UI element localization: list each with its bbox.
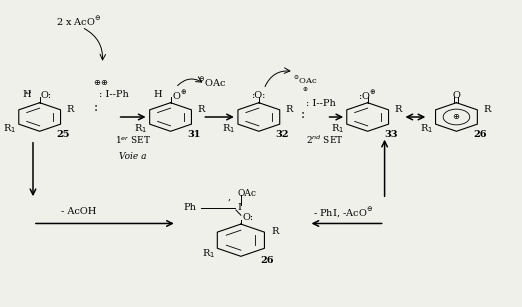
Text: 33: 33 [385, 130, 398, 139]
Text: R$_1$: R$_1$ [201, 247, 215, 259]
Text: $^{\ominus}$OAc: $^{\ominus}$OAc [197, 76, 226, 88]
Text: O$^{\oplus}$: O$^{\oplus}$ [172, 89, 187, 102]
Text: R$_1$: R$_1$ [222, 122, 235, 135]
Text: 31: 31 [187, 130, 201, 139]
Text: :: : [94, 101, 98, 114]
Text: - PhI, -AcO$^{\ominus}$: - PhI, -AcO$^{\ominus}$ [313, 205, 374, 219]
Text: 26: 26 [473, 130, 487, 139]
Text: OAc: OAc [238, 188, 256, 198]
Text: I: I [238, 203, 241, 212]
Text: H: H [153, 90, 162, 99]
Text: ..: .. [25, 85, 32, 95]
Text: $^{\ominus}$OAc: $^{\ominus}$OAc [293, 74, 317, 86]
Text: 32: 32 [276, 130, 289, 139]
Text: R: R [67, 105, 74, 114]
Text: O:: O: [242, 213, 253, 222]
Text: 25: 25 [56, 130, 70, 139]
Text: :O:: :O: [252, 91, 266, 100]
Text: O:: O: [41, 91, 52, 100]
Text: R: R [483, 105, 491, 114]
Text: R$_1$: R$_1$ [3, 122, 16, 135]
Text: R$_1$: R$_1$ [331, 122, 345, 135]
Text: ,: , [228, 193, 231, 202]
Text: 2$^{nd}$ SET: 2$^{nd}$ SET [306, 134, 343, 146]
Text: H: H [22, 90, 31, 99]
Text: $^{\oplus}$: $^{\oplus}$ [302, 87, 309, 95]
Text: R: R [286, 105, 293, 114]
Text: R$_1$: R$_1$ [134, 122, 147, 135]
Text: :: : [300, 108, 304, 121]
Text: R: R [197, 105, 205, 114]
Text: 1$^{er}$ SET: 1$^{er}$ SET [115, 134, 151, 146]
Text: :O$^{\oplus}$: :O$^{\oplus}$ [359, 89, 377, 102]
Text: R: R [395, 105, 402, 114]
Text: : I--Ph: : I--Ph [306, 99, 336, 108]
Text: R$_1$: R$_1$ [420, 122, 433, 135]
Text: $\oplus\!\oplus$: $\oplus\!\oplus$ [93, 77, 109, 87]
Text: : I--Ph: : I--Ph [99, 90, 128, 99]
Text: $\oplus$: $\oplus$ [453, 112, 460, 122]
Text: 26: 26 [260, 256, 274, 265]
Text: - AcOH: - AcOH [62, 208, 97, 216]
Text: Voie a: Voie a [120, 152, 147, 161]
Text: O: O [453, 91, 460, 100]
Text: 2 x AcO$^{\ominus}$: 2 x AcO$^{\ominus}$ [56, 15, 102, 28]
Text: R: R [271, 227, 279, 236]
Text: Ph: Ph [184, 203, 196, 212]
